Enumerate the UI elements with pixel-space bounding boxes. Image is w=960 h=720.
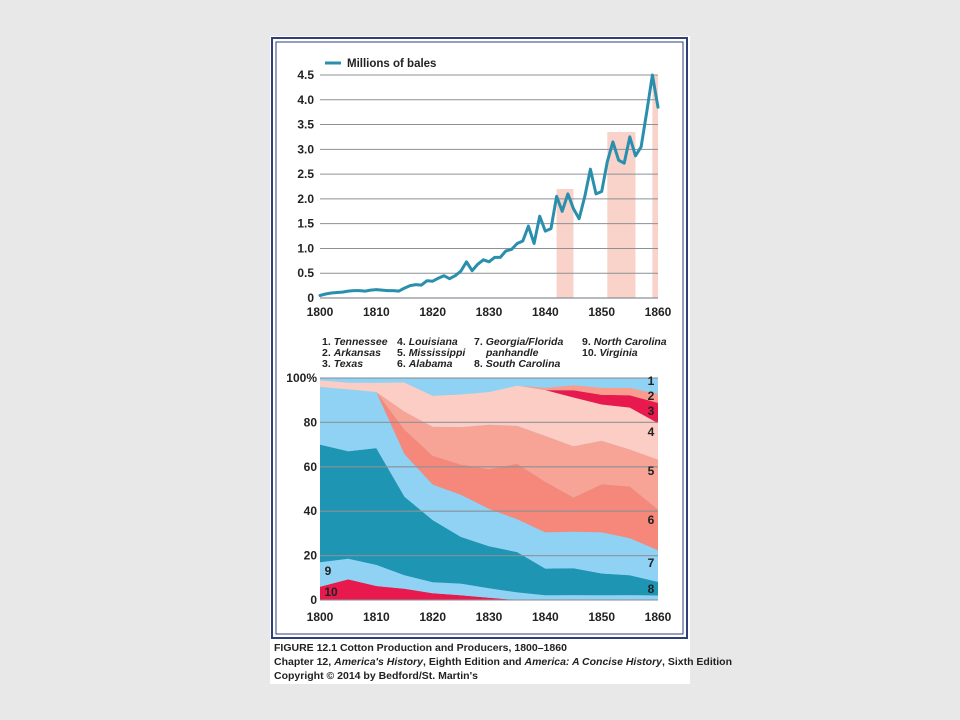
area-chart-grid <box>320 377 658 601</box>
area-north-carolina <box>320 558 658 600</box>
x-tick-label: 1840 <box>532 610 559 624</box>
highlight-band <box>556 188 574 298</box>
y-tick-label: 1.0 <box>297 241 314 255</box>
series-label: 8 <box>648 582 655 596</box>
y-tick-label: 0.5 <box>297 266 314 280</box>
x-tick-label: 1810 <box>363 610 390 624</box>
legend-entry: 10. Virginia <box>582 347 638 359</box>
legend-entry: 8. South Carolina <box>474 358 561 370</box>
legend-entry: 5. Mississippi <box>397 347 466 359</box>
x-tick-label: 1860 <box>645 305 672 319</box>
series-label: 7 <box>648 556 655 570</box>
x-tick-label: 1860 <box>645 610 672 624</box>
y-tick-label: 40 <box>304 504 318 518</box>
area-georgia-florida-panhandle <box>320 386 658 582</box>
legend-entry: 1. Tennessee <box>322 336 388 348</box>
figure-frame-outer <box>271 37 688 639</box>
y-tick-label: 4.5 <box>297 68 314 82</box>
line-chart-legend: Millions of bales <box>325 58 436 70</box>
caption-source: Chapter 12, America's History, Eighth Ed… <box>274 656 732 668</box>
area-series-labels: 123 4 5 6 7 8 9 10 <box>324 374 654 599</box>
series-label: 1 <box>648 374 655 388</box>
legend-entry: panhandle <box>485 347 539 359</box>
y-tick-label: 60 <box>304 460 318 474</box>
figure-frame-inner <box>275 41 684 635</box>
y-tick-label: 3.0 <box>297 142 314 156</box>
y-tick-label: 1.5 <box>297 217 314 231</box>
y-tick-label: 0 <box>307 291 314 305</box>
legend-entry: 2. Arkansas <box>322 347 381 359</box>
x-tick-label: 1830 <box>476 305 503 319</box>
x-tick-label: 1820 <box>419 305 446 319</box>
series-label: 2 <box>648 389 655 403</box>
area-louisiana <box>320 380 658 460</box>
area-chart-y-ticks: 0 20 40 60 80 100% <box>286 371 317 607</box>
highlight-band <box>652 75 658 298</box>
x-tick-label: 1810 <box>363 305 390 319</box>
line-chart-grid <box>320 74 658 299</box>
series-label: 5 <box>648 464 655 478</box>
area-south-carolina <box>320 444 658 596</box>
y-tick-label: 0 <box>310 593 317 607</box>
highlight-bands <box>556 75 658 298</box>
series-label: 6 <box>648 513 655 527</box>
legend-entry: 9. North Carolina <box>582 336 667 348</box>
y-tick-label: 80 <box>304 415 318 429</box>
x-tick-label: 1800 <box>307 305 334 319</box>
caption-title: FIGURE 12.1 Cotton Production and Produc… <box>274 642 567 654</box>
y-tick-label: 3.5 <box>297 118 314 132</box>
y-tick-label: 20 <box>304 549 318 563</box>
line-chart-y-ticks: 0 0.5 1.0 1.5 2.0 2.5 3.0 3.5 4.0 4.5 <box>297 68 314 305</box>
legend-label: Millions of bales <box>347 58 436 70</box>
highlight-band <box>607 131 636 298</box>
x-tick-label: 1830 <box>476 610 503 624</box>
area-mississippi <box>320 386 658 510</box>
series-label: 10 <box>324 585 338 599</box>
legend-entry: 3. Texas <box>322 358 363 370</box>
x-tick-label: 1800 <box>307 610 334 624</box>
y-tick-label: 2.5 <box>297 167 314 181</box>
series-label: 9 <box>325 564 332 578</box>
area-arkansas <box>320 380 658 403</box>
area-texas <box>320 380 658 424</box>
area-virginia <box>320 579 658 600</box>
y-tick-label: 4.0 <box>297 93 314 107</box>
area-layers <box>320 378 658 600</box>
area-alabama <box>320 386 658 551</box>
legend-entry: 4. Louisiana <box>397 336 458 348</box>
legend-entry: 7. Georgia/Florida <box>474 336 563 348</box>
caption-copyright: Copyright © 2014 by Bedford/St. Martin's <box>274 670 478 682</box>
x-tick-label: 1840 <box>532 305 559 319</box>
y-tick-label: 2.0 <box>297 192 314 206</box>
line-chart: 0 0.5 1.0 1.5 2.0 2.5 3.0 3.5 4.0 4.5 1800 1810 182… <box>297 58 671 319</box>
x-tick-label: 1820 <box>419 610 446 624</box>
area-tennessee <box>320 378 658 396</box>
legend-entry: 6. Alabama <box>397 358 453 370</box>
line-chart-x-ticks: 1800 1810 1820 1830 1840 1850 1860 <box>307 305 672 319</box>
series-label: 3 <box>648 404 655 418</box>
series-label: 4 <box>648 425 655 439</box>
y-tick-label: 100% <box>286 371 317 385</box>
x-tick-label: 1850 <box>588 305 615 319</box>
x-tick-label: 1850 <box>588 610 615 624</box>
figure-caption: FIGURE 12.1 Cotton Production and Produc… <box>274 642 732 682</box>
series-line-millions-of-bales <box>318 73 660 297</box>
area-chart-x-ticks: 1800 1810 1820 1830 1840 1850 1860 <box>307 610 672 624</box>
